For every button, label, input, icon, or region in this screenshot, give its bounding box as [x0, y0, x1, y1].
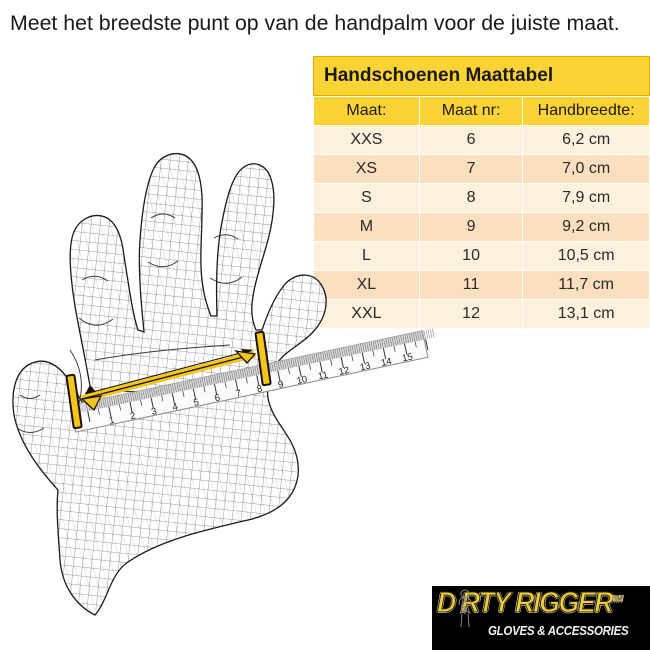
svg-text:15: 15 — [401, 352, 414, 365]
svg-text:13: 13 — [359, 360, 372, 373]
svg-text:14: 14 — [380, 356, 393, 369]
svg-text:12: 12 — [338, 365, 351, 378]
svg-text:10: 10 — [296, 374, 309, 387]
